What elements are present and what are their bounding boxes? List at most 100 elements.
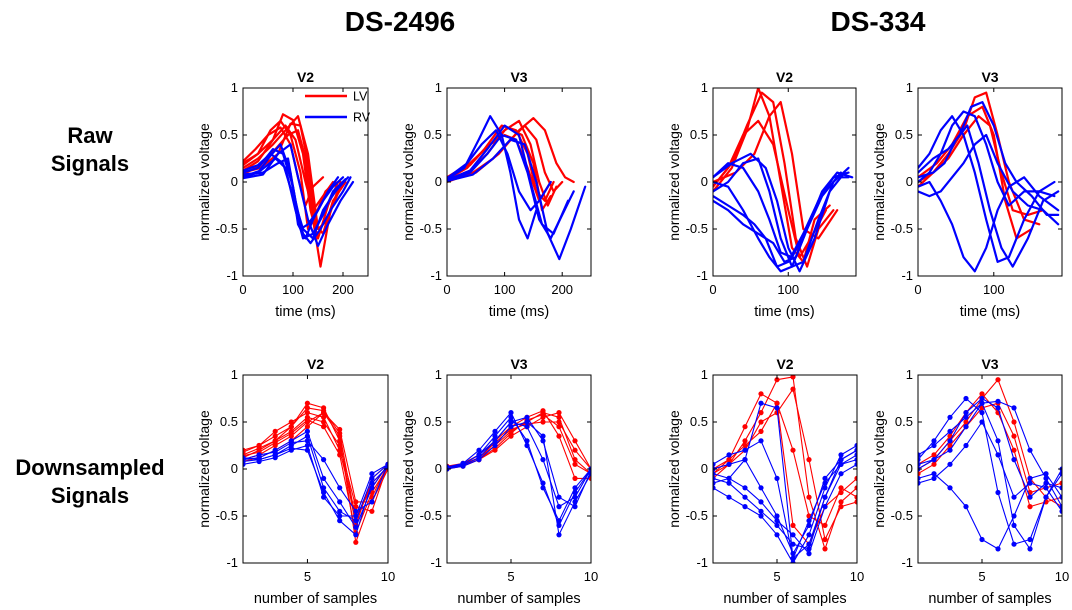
data-point-rv xyxy=(931,438,937,444)
series-line-rv xyxy=(447,138,587,261)
data-point-lv xyxy=(854,499,857,505)
data-point-rv xyxy=(572,504,578,510)
x-tick-label: 0 xyxy=(914,282,921,297)
data-point-rv xyxy=(321,489,327,496)
data-point-rv xyxy=(918,480,921,486)
x-tick-label: 5 xyxy=(507,569,514,584)
y-tick-label: 0 xyxy=(435,461,442,476)
data-point-rv xyxy=(995,546,1001,552)
data-point-lv xyxy=(321,419,327,425)
data-point-rv xyxy=(758,485,764,491)
series-group xyxy=(713,375,857,563)
series-line-lv xyxy=(713,119,828,259)
data-point-rv xyxy=(918,475,921,481)
series-line-rv xyxy=(713,444,857,563)
data-point-rv xyxy=(272,452,278,458)
data-point-rv xyxy=(854,447,857,453)
data-point-rv xyxy=(790,532,796,538)
data-point-rv xyxy=(854,457,857,463)
x-tick-label: 10 xyxy=(584,569,598,584)
data-point-lv xyxy=(758,410,764,416)
data-point-rv xyxy=(1011,541,1017,547)
y-tick-label: -1 xyxy=(901,555,913,570)
data-point-rv xyxy=(947,461,953,467)
series-group xyxy=(243,400,388,545)
data-point-lv xyxy=(854,475,857,481)
data-point-lv xyxy=(304,405,310,411)
series-group xyxy=(713,88,854,273)
chart-title: V2 xyxy=(297,69,314,85)
x-tick-label: 5 xyxy=(304,569,311,584)
data-point-rv xyxy=(963,410,969,416)
data-point-rv xyxy=(979,410,985,416)
data-point-rv xyxy=(806,532,812,538)
y-tick-label: -0.5 xyxy=(216,221,238,236)
data-point-rv xyxy=(995,438,1001,444)
data-point-rv xyxy=(1059,494,1062,500)
data-point-rv xyxy=(931,471,937,477)
x-axis-label: number of samples xyxy=(254,591,377,607)
data-point-rv xyxy=(726,452,732,458)
y-tick-label: -1 xyxy=(226,268,238,283)
data-point-rv xyxy=(369,499,375,505)
data-point-rv xyxy=(1059,471,1062,477)
data-point-rv xyxy=(918,452,921,458)
data-point-lv xyxy=(353,504,359,510)
y-tick-label: -1 xyxy=(901,268,913,283)
data-point-lv xyxy=(758,419,764,425)
data-point-rv xyxy=(1043,475,1049,481)
data-point-rv xyxy=(822,480,828,486)
data-point-rv xyxy=(947,428,953,434)
data-point-rv xyxy=(931,457,937,463)
data-point-rv xyxy=(321,494,327,500)
data-point-lv xyxy=(272,428,278,434)
data-point-rv xyxy=(476,452,482,458)
data-point-lv xyxy=(369,508,375,514)
series-group xyxy=(918,91,1060,273)
data-point-rv xyxy=(742,457,748,463)
data-point-rv xyxy=(790,541,796,547)
data-point-rv xyxy=(742,494,748,500)
y-tick-label: 0 xyxy=(231,174,238,189)
data-point-lv xyxy=(256,442,262,449)
y-tick-label: -1 xyxy=(696,268,708,283)
data-point-rv xyxy=(492,428,498,434)
data-point-rv xyxy=(304,428,310,434)
data-point-rv xyxy=(918,457,921,463)
data-point-rv xyxy=(726,480,732,486)
data-point-rv xyxy=(1059,508,1062,514)
series-line-rv xyxy=(447,133,575,240)
y-tick-label: 0.5 xyxy=(690,414,708,429)
y-tick-label: 0.5 xyxy=(424,127,442,142)
series-line-rv xyxy=(243,447,388,536)
data-point-lv xyxy=(822,546,828,552)
data-point-rv xyxy=(337,518,343,524)
y-tick-label: -0.5 xyxy=(891,221,913,236)
data-point-lv xyxy=(572,447,578,453)
data-point-rv xyxy=(774,475,780,481)
data-point-lv xyxy=(963,419,969,425)
data-point-rv xyxy=(979,395,985,402)
chart-title: V2 xyxy=(307,356,324,372)
data-point-lv xyxy=(742,438,748,444)
data-point-rv xyxy=(774,513,780,519)
data-point-lv xyxy=(572,461,578,467)
data-point-rv xyxy=(524,419,530,425)
chart-title: V3 xyxy=(981,69,998,85)
x-tick-label: 0 xyxy=(443,282,450,297)
chart-raw-ds334-v3: -1 -0.5 0 0.5 1 0 100 V3 time (ms) normalized vol… xyxy=(871,69,1063,320)
data-point-lv xyxy=(758,391,764,397)
data-point-rv xyxy=(288,440,294,446)
chart-title: V3 xyxy=(981,356,998,372)
y-tick-label: 0 xyxy=(906,174,913,189)
data-point-rv xyxy=(353,518,359,524)
chart-raw-ds2496-v3: -1 -0.5 0 0.5 1 0 100 200 V3 time (ms) normalized … xyxy=(400,69,592,320)
x-tick-label: 0 xyxy=(239,282,246,297)
data-point-lv xyxy=(337,426,343,433)
x-tick-label: 10 xyxy=(850,569,864,584)
data-point-rv xyxy=(524,414,530,420)
y-tick-label: 1 xyxy=(435,80,442,95)
legend: LV RV xyxy=(305,90,371,125)
data-point-lv xyxy=(337,452,343,458)
